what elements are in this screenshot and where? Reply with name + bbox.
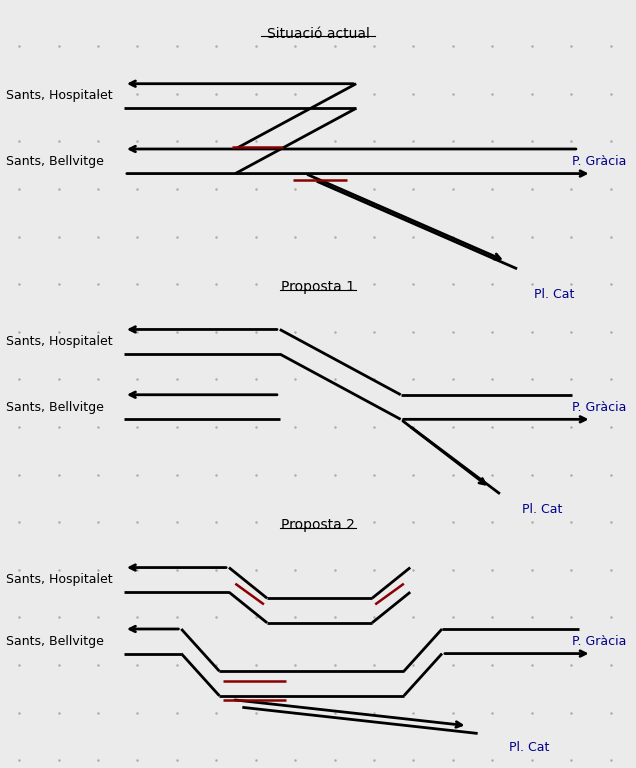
Text: Sants, Bellvitge: Sants, Bellvitge: [6, 155, 104, 167]
Text: Sants, Bellvitge: Sants, Bellvitge: [6, 401, 104, 413]
Text: Sants, Bellvitge: Sants, Bellvitge: [6, 635, 104, 647]
Text: Pl. Cat: Pl. Cat: [509, 741, 549, 754]
Text: P. Gràcia: P. Gràcia: [572, 635, 626, 647]
Text: Pl. Cat: Pl. Cat: [534, 288, 574, 301]
Text: Situació actual: Situació actual: [266, 27, 370, 41]
Text: Proposta 1: Proposta 1: [281, 280, 355, 294]
Text: P. Gràcia: P. Gràcia: [572, 155, 626, 167]
Text: Sants, Hospitalet: Sants, Hospitalet: [6, 336, 113, 348]
Text: Proposta 2: Proposta 2: [281, 518, 355, 532]
Text: Sants, Hospitalet: Sants, Hospitalet: [6, 90, 113, 102]
Text: Sants, Hospitalet: Sants, Hospitalet: [6, 574, 113, 586]
Text: P. Gràcia: P. Gràcia: [572, 401, 626, 413]
Text: Pl. Cat: Pl. Cat: [522, 503, 562, 516]
